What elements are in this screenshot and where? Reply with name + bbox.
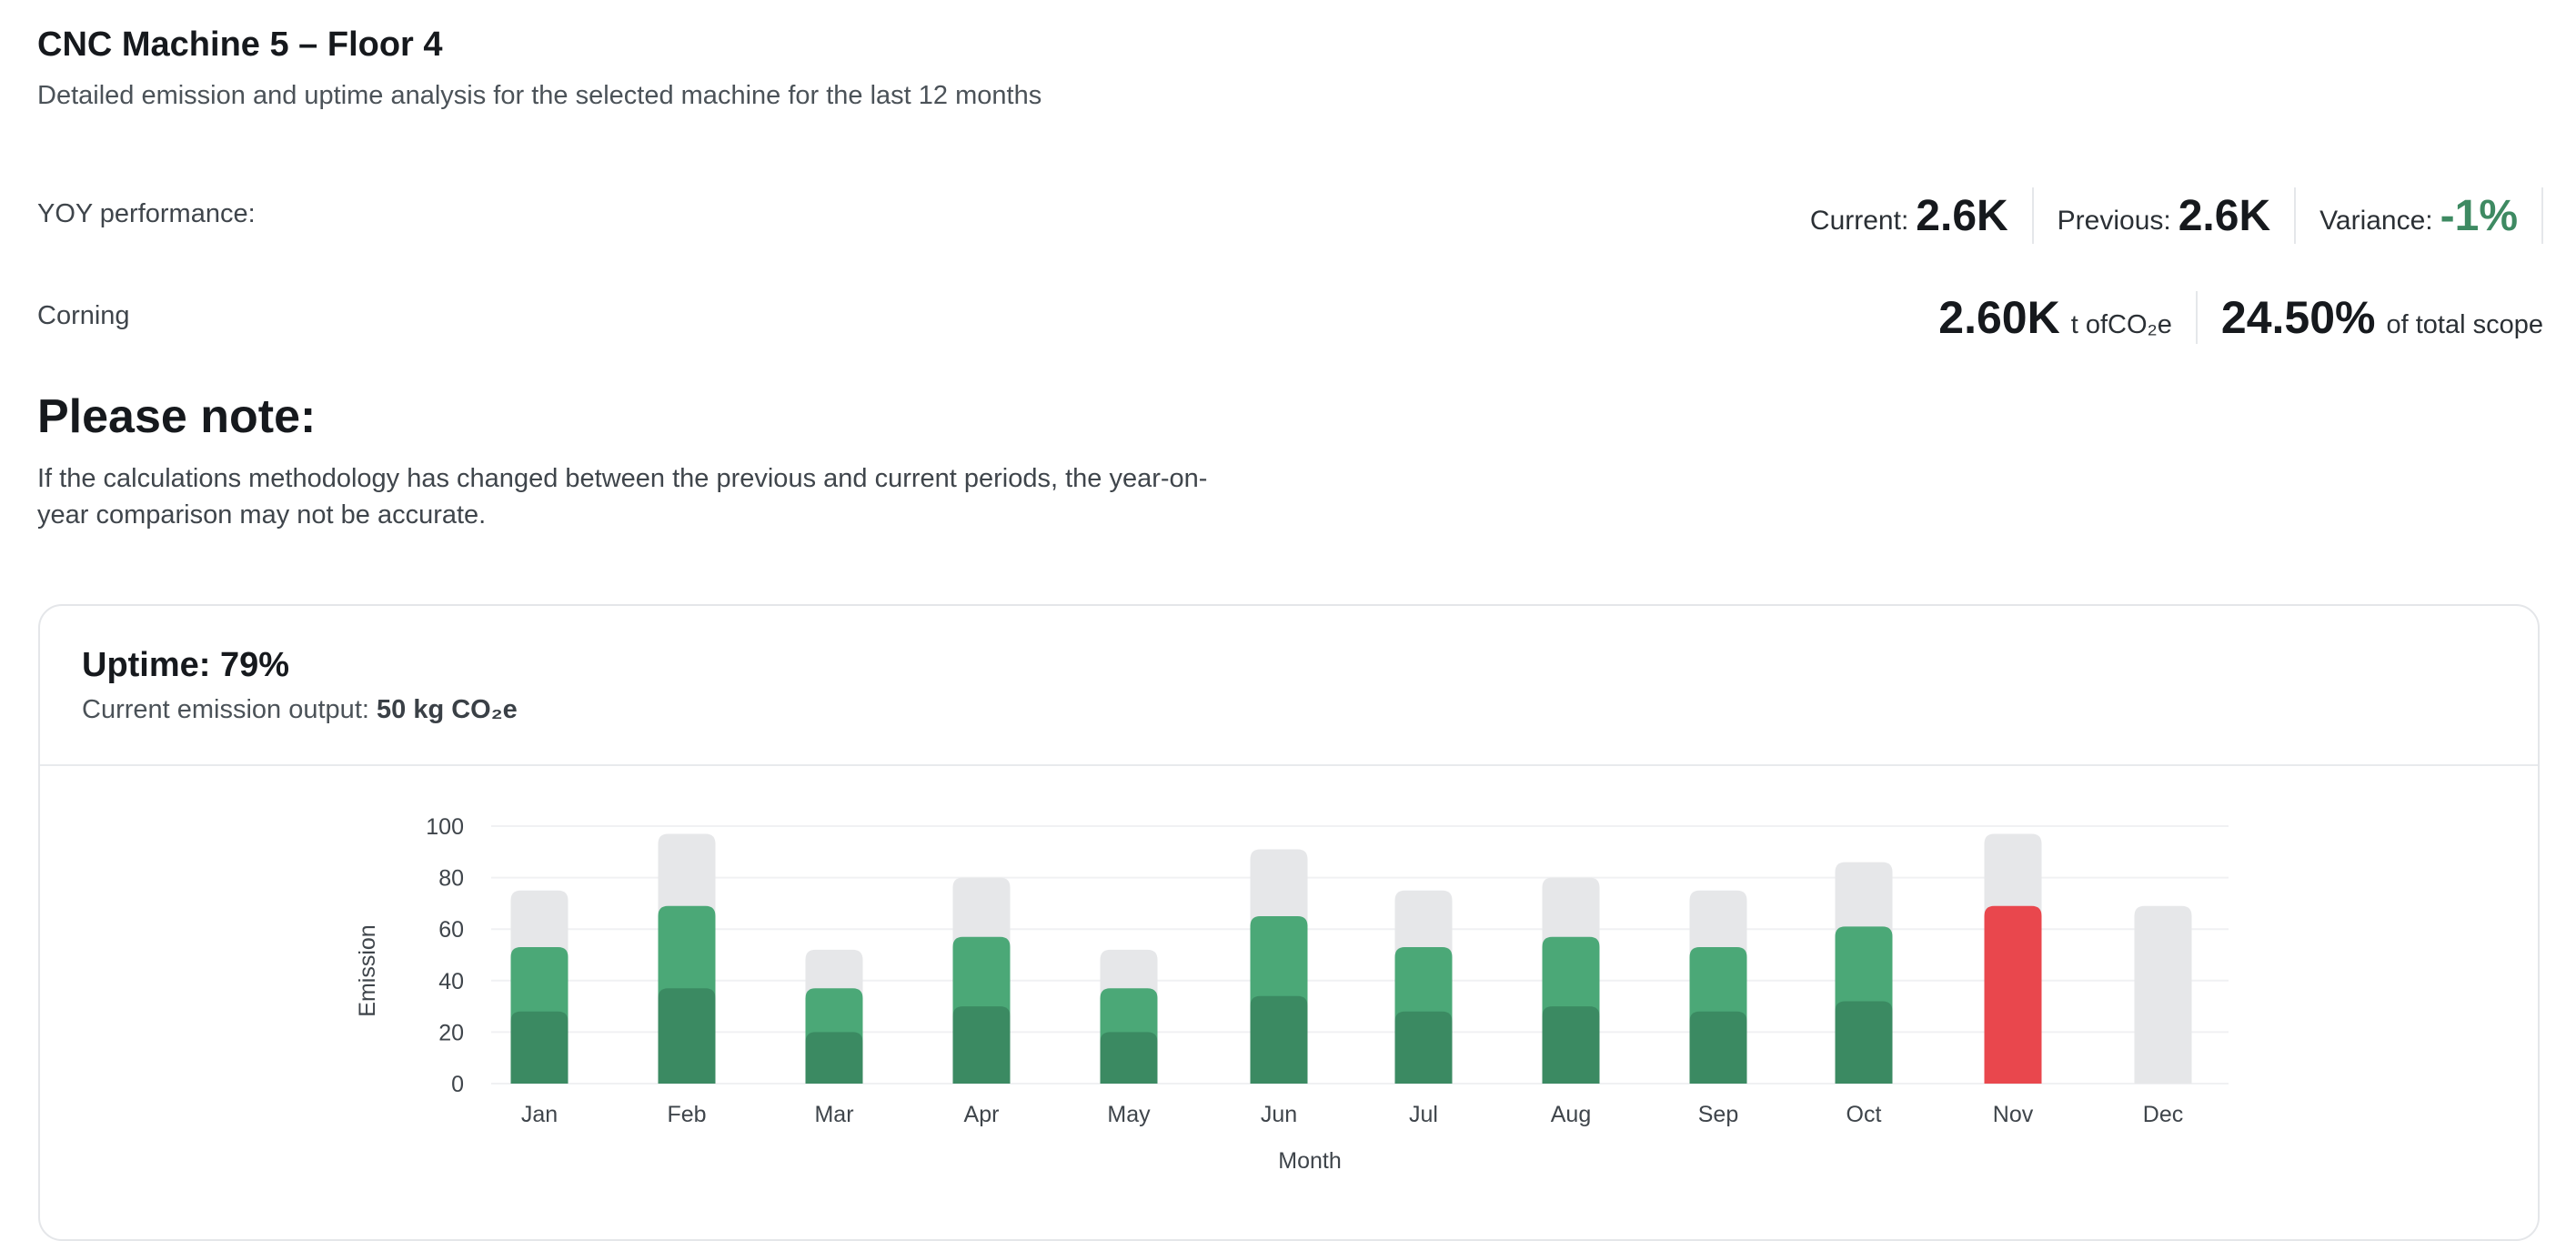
note-text: If the calculations methodology has chan… xyxy=(37,464,1208,530)
x-axis-title: Month xyxy=(1278,1148,1341,1174)
bar-base-jun xyxy=(1250,995,1308,1084)
emission-chart: 0 20 40 60 80 100 Jan Feb Mar Apr May Jun Jul Aug Sep O… xyxy=(355,814,2229,1174)
yoy-label: YOY performance: xyxy=(37,199,256,228)
chart-bars xyxy=(510,833,2192,1084)
page-subtitle: Detailed emission and uptime analysis fo… xyxy=(37,81,1042,110)
note-title: Please note: xyxy=(37,390,317,443)
y-tick-label: 60 xyxy=(438,917,464,943)
y-tick-label: 100 xyxy=(426,814,464,840)
corning-share-value: 24.50% xyxy=(2220,292,2376,343)
x-tick-label: Sep xyxy=(1698,1102,1738,1127)
yoy-variance: Variance: -1% xyxy=(2296,187,2543,244)
yoy-previous-value: 2.6K xyxy=(2178,191,2271,240)
yoy-previous: Previous: 2.6K xyxy=(2034,187,2297,244)
emission-output: Current emission output: 50 kg CO₂e xyxy=(82,695,518,725)
x-tick-label: Mar xyxy=(814,1102,853,1127)
bar-base-may xyxy=(1100,1032,1158,1084)
x-tick-label: Jan xyxy=(521,1102,558,1127)
bar-base-mar xyxy=(805,1032,863,1084)
x-tick-label: Dec xyxy=(2143,1102,2183,1127)
y-tick-label: 80 xyxy=(438,866,464,892)
x-tick-label: Aug xyxy=(1551,1102,1591,1127)
y-tick-label: 40 xyxy=(438,969,464,994)
yoy-current-value: 2.6K xyxy=(1916,191,2008,240)
corning-total-value: 2.60K xyxy=(1938,292,2060,343)
x-tick-label: Apr xyxy=(964,1102,1000,1127)
yoy-previous-label: Previous: xyxy=(2057,206,2171,236)
bar-total-dec xyxy=(2134,905,2192,1084)
y-tick-label: 0 xyxy=(451,1072,464,1097)
corning-share-unit: of total scope xyxy=(2386,310,2544,339)
yoy-current: Current: 2.6K xyxy=(1810,187,2034,244)
corning-total-unit: t ofCO₂e xyxy=(2070,310,2172,339)
card-header: Uptime: 79% Current emission output: 50 … xyxy=(40,606,2538,766)
x-tick-label: Oct xyxy=(1846,1102,1882,1127)
corning-label: Corning xyxy=(37,301,130,330)
bar-base-sep xyxy=(1689,1011,1747,1084)
chart-labels: 0 20 40 60 80 100 Jan Feb Mar Apr May Jun Jul Aug Sep O… xyxy=(355,814,2183,1174)
bar-base-jul xyxy=(1394,1011,1453,1084)
bar-base-jan xyxy=(510,1011,569,1084)
y-axis-title: Emission xyxy=(355,924,380,1016)
x-tick-label: May xyxy=(1107,1102,1151,1127)
emission-output-value: 50 kg CO₂e xyxy=(377,695,518,724)
x-tick-label: Feb xyxy=(667,1102,706,1127)
corning-share: 24.50% of total scope xyxy=(2198,291,2543,344)
chart-gridlines xyxy=(491,825,2229,1085)
yoy-variance-label: Variance: xyxy=(2319,206,2433,236)
yoy-variance-value: -1% xyxy=(2440,191,2518,240)
bar-base-apr xyxy=(952,1006,1011,1084)
x-tick-label: Jun xyxy=(1261,1102,1297,1127)
page-title: CNC Machine 5 – Floor 4 xyxy=(37,25,443,64)
corning-stats: 2.60K t ofCO₂e 24.50% of total scope xyxy=(1938,288,2543,348)
yoy-current-label: Current: xyxy=(1809,206,1909,236)
bar-base-aug xyxy=(1542,1006,1600,1084)
x-tick-label: Nov xyxy=(1993,1102,2034,1127)
bar-base-oct xyxy=(1835,1001,1893,1084)
bar-base-feb xyxy=(658,988,716,1084)
emission-output-label: Current emission output: xyxy=(82,695,369,724)
x-tick-label: Jul xyxy=(1409,1102,1438,1127)
corning-total: 2.60K t ofCO₂e xyxy=(1938,291,2198,344)
y-tick-label: 20 xyxy=(438,1020,464,1045)
bar-uptime-nov xyxy=(1984,905,2042,1084)
yoy-stats: Current: 2.6K Previous: 2.6K Variance: -… xyxy=(1810,186,2543,246)
uptime-value: Uptime: 79% xyxy=(82,646,290,684)
page: CNC Machine 5 – Floor 4 Detailed emissio… xyxy=(37,25,2543,1241)
